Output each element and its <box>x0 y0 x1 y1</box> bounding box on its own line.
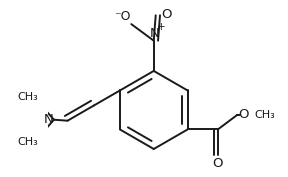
Text: CH₃: CH₃ <box>18 92 38 102</box>
Text: CH₃: CH₃ <box>18 137 38 147</box>
Text: O: O <box>162 8 172 21</box>
Text: O: O <box>213 157 223 170</box>
Text: +: + <box>157 22 166 33</box>
Text: CH₃: CH₃ <box>255 110 276 120</box>
Text: O: O <box>238 108 249 121</box>
Text: N: N <box>44 113 54 126</box>
Text: ⁻O: ⁻O <box>114 10 130 23</box>
Text: N: N <box>150 27 160 40</box>
